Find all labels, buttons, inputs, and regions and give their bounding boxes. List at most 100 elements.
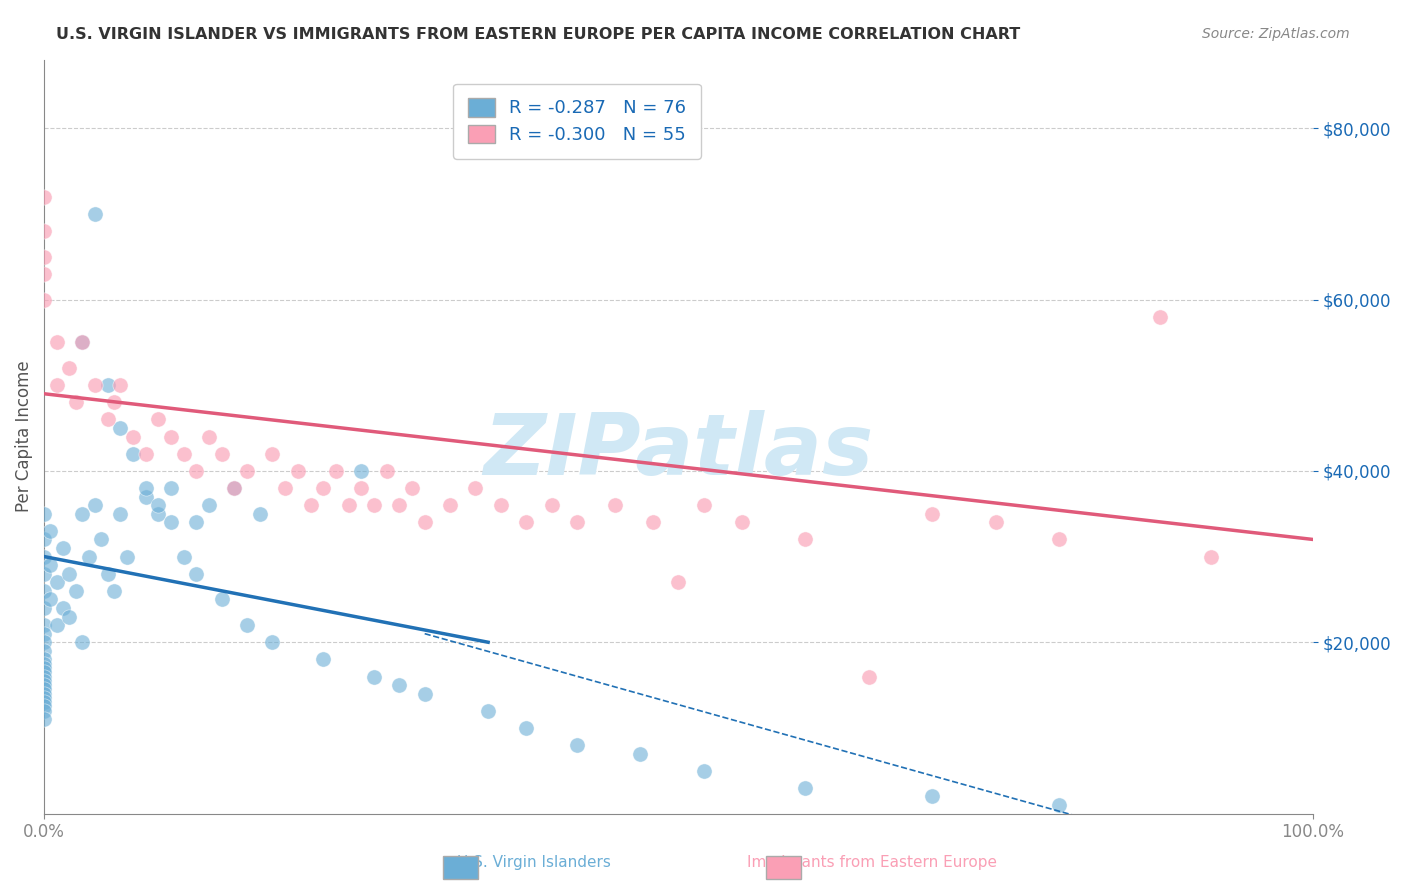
- Point: [628, 747, 651, 761]
- Point: [96, 566, 118, 581]
- Point: [32, 533, 55, 547]
- Point: [103, 583, 125, 598]
- Point: [32, 673, 55, 688]
- Point: [287, 464, 309, 478]
- Point: [186, 566, 208, 581]
- Point: [794, 780, 817, 795]
- Point: [186, 464, 208, 478]
- Point: [32, 601, 55, 615]
- Point: [96, 412, 118, 426]
- Point: [32, 704, 55, 718]
- Point: [262, 447, 284, 461]
- Point: [312, 652, 335, 666]
- Point: [32, 669, 55, 683]
- Point: [103, 395, 125, 409]
- Text: U.S. Virgin Islanders: U.S. Virgin Islanders: [457, 855, 612, 870]
- Point: [312, 481, 335, 495]
- Point: [70, 635, 93, 649]
- Point: [52, 601, 75, 615]
- Point: [32, 699, 55, 714]
- Point: [32, 626, 55, 640]
- Point: [249, 507, 271, 521]
- Point: [148, 412, 170, 426]
- Point: [110, 507, 132, 521]
- Point: [350, 464, 373, 478]
- Point: [39, 524, 62, 538]
- Point: [110, 421, 132, 435]
- Point: [58, 361, 80, 376]
- Point: [439, 498, 461, 512]
- Point: [52, 541, 75, 555]
- Point: [325, 464, 347, 478]
- Point: [32, 224, 55, 238]
- Point: [135, 490, 157, 504]
- Point: [115, 549, 138, 564]
- Point: [32, 583, 55, 598]
- Point: [515, 516, 537, 530]
- Point: [83, 498, 105, 512]
- Point: [83, 207, 105, 221]
- Point: [1149, 310, 1171, 324]
- Point: [198, 498, 221, 512]
- Point: [45, 618, 67, 632]
- Point: [58, 566, 80, 581]
- Point: [540, 498, 562, 512]
- Point: [39, 558, 62, 573]
- Point: [70, 335, 93, 350]
- Point: [32, 661, 55, 675]
- Point: [58, 609, 80, 624]
- Point: [236, 464, 259, 478]
- Point: [160, 429, 183, 443]
- Point: [65, 395, 87, 409]
- Point: [401, 481, 423, 495]
- Point: [211, 592, 233, 607]
- Point: [77, 549, 100, 564]
- Point: [921, 789, 943, 804]
- Point: [110, 378, 132, 392]
- Point: [45, 575, 67, 590]
- Point: [83, 378, 105, 392]
- Text: Immigrants from Eastern Europe: Immigrants from Eastern Europe: [747, 855, 997, 870]
- Point: [211, 447, 233, 461]
- Point: [122, 447, 145, 461]
- Point: [45, 335, 67, 350]
- Point: [1199, 549, 1222, 564]
- Point: [337, 498, 360, 512]
- Point: [173, 447, 195, 461]
- Point: [413, 516, 436, 530]
- Point: [32, 250, 55, 264]
- Point: [122, 429, 145, 443]
- Point: [90, 533, 112, 547]
- Point: [32, 635, 55, 649]
- Point: [198, 429, 221, 443]
- Point: [32, 549, 55, 564]
- Point: [135, 481, 157, 495]
- Point: [350, 481, 373, 495]
- Point: [32, 507, 55, 521]
- Point: [160, 481, 183, 495]
- Point: [32, 690, 55, 705]
- Point: [262, 635, 284, 649]
- Point: [32, 682, 55, 697]
- Point: [236, 618, 259, 632]
- Point: [32, 665, 55, 680]
- Point: [477, 704, 499, 718]
- Point: [32, 712, 55, 726]
- Point: [70, 335, 93, 350]
- Point: [693, 498, 716, 512]
- Point: [32, 657, 55, 671]
- Point: [224, 481, 246, 495]
- Text: Source: ZipAtlas.com: Source: ZipAtlas.com: [1202, 27, 1350, 41]
- Point: [70, 507, 93, 521]
- Point: [32, 644, 55, 658]
- Point: [160, 516, 183, 530]
- Point: [45, 378, 67, 392]
- Point: [32, 695, 55, 709]
- Point: [39, 592, 62, 607]
- Point: [299, 498, 322, 512]
- Point: [731, 516, 754, 530]
- Point: [413, 687, 436, 701]
- Point: [921, 507, 943, 521]
- Point: [388, 678, 411, 692]
- Point: [32, 687, 55, 701]
